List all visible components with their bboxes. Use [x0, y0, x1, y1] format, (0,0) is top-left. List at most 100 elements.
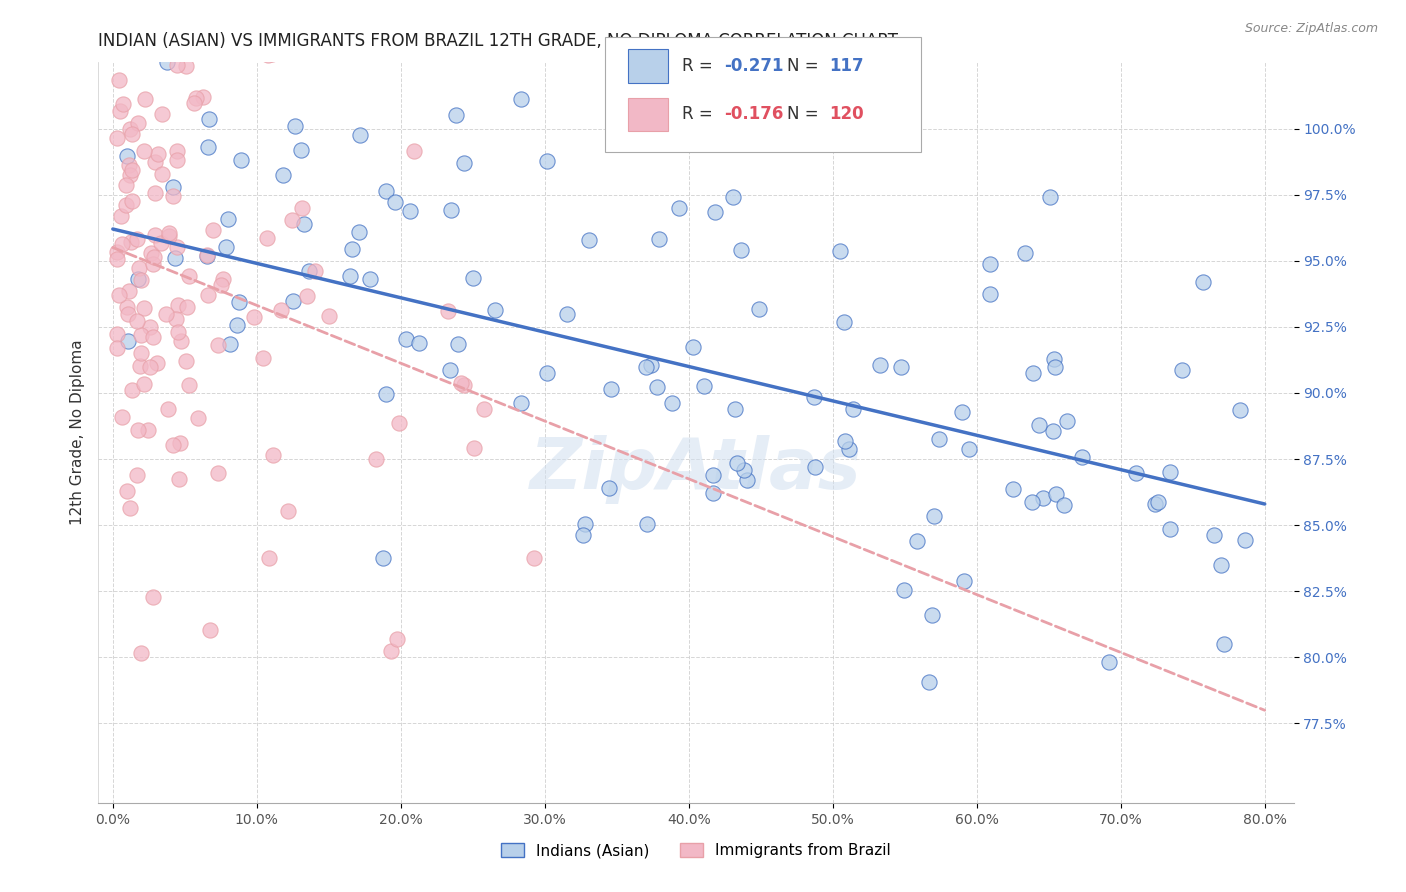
Point — [510, 396, 533, 410]
Point — [207, 337, 229, 351]
Point — [1098, 655, 1121, 669]
Point — [555, 307, 578, 321]
Point — [1125, 466, 1147, 480]
Point — [364, 452, 387, 467]
Point — [243, 310, 266, 324]
Point — [661, 395, 683, 409]
Point — [127, 232, 149, 246]
Point — [578, 233, 600, 247]
Point — [226, 318, 249, 332]
Point — [143, 251, 166, 265]
Point — [523, 550, 546, 565]
Point — [187, 411, 209, 425]
Point — [1071, 450, 1094, 464]
Text: -0.271: -0.271 — [724, 57, 783, 75]
Point — [735, 473, 758, 487]
Point — [832, 315, 855, 329]
Text: 120: 120 — [830, 105, 865, 123]
Point — [212, 272, 235, 286]
Point — [105, 131, 128, 145]
Point — [702, 468, 724, 483]
Point — [284, 119, 307, 133]
Point — [129, 273, 152, 287]
Point — [145, 9, 167, 23]
Point — [636, 360, 658, 375]
Point — [271, 169, 294, 183]
Point — [262, 47, 284, 62]
Point — [957, 442, 980, 456]
Point — [111, 97, 134, 112]
Point — [928, 432, 950, 446]
Point — [134, 377, 156, 392]
Point — [918, 675, 941, 690]
Point — [1053, 499, 1076, 513]
Point — [262, 448, 284, 462]
Point — [838, 442, 860, 457]
Point — [121, 162, 143, 177]
Point — [165, 312, 187, 326]
Point — [1159, 522, 1181, 536]
Point — [118, 500, 141, 515]
Point — [484, 302, 506, 317]
Point — [209, 277, 232, 292]
Point — [1143, 497, 1166, 511]
Text: -0.176: -0.176 — [724, 105, 783, 123]
Point — [1209, 558, 1232, 573]
Point — [114, 178, 136, 193]
Point — [1045, 486, 1067, 500]
Point — [139, 245, 162, 260]
Point — [290, 144, 312, 158]
Point — [128, 359, 150, 374]
Point — [162, 189, 184, 203]
Point — [1042, 424, 1064, 438]
Point — [117, 307, 139, 321]
Point — [150, 167, 173, 181]
Text: N =: N = — [787, 105, 824, 123]
Point — [177, 378, 200, 392]
Point — [394, 332, 416, 346]
Point — [111, 409, 134, 424]
Point — [463, 441, 485, 455]
Point — [298, 264, 321, 278]
Point — [536, 366, 558, 380]
Point — [869, 359, 891, 373]
Point — [388, 416, 411, 430]
Point — [281, 294, 304, 309]
Point — [572, 528, 595, 542]
Point — [1031, 491, 1053, 505]
Point — [804, 459, 827, 474]
Point — [136, 423, 159, 437]
Point — [139, 360, 162, 375]
Point — [730, 244, 752, 258]
Point — [803, 391, 825, 405]
Point — [162, 438, 184, 452]
Point — [143, 155, 166, 169]
Point — [924, 509, 946, 524]
Point — [166, 240, 188, 254]
Point — [599, 382, 621, 396]
Point — [117, 301, 139, 315]
Point — [1043, 351, 1066, 366]
Point — [380, 643, 402, 657]
Point — [142, 257, 165, 271]
Point — [374, 386, 396, 401]
Point — [128, 261, 150, 276]
Point — [132, 301, 155, 315]
Point — [682, 340, 704, 354]
Point — [905, 533, 928, 548]
Point — [387, 632, 409, 646]
Point — [1043, 359, 1066, 374]
Point — [841, 401, 863, 416]
Point — [727, 456, 749, 470]
Point — [167, 325, 190, 339]
Point — [125, 314, 148, 328]
Point — [340, 242, 363, 256]
Point — [446, 108, 468, 122]
Point — [828, 244, 851, 258]
Point — [1204, 528, 1226, 542]
Point — [453, 377, 475, 392]
Point — [304, 264, 326, 278]
Point — [115, 198, 138, 212]
Point — [979, 257, 1001, 271]
Point — [257, 550, 280, 565]
